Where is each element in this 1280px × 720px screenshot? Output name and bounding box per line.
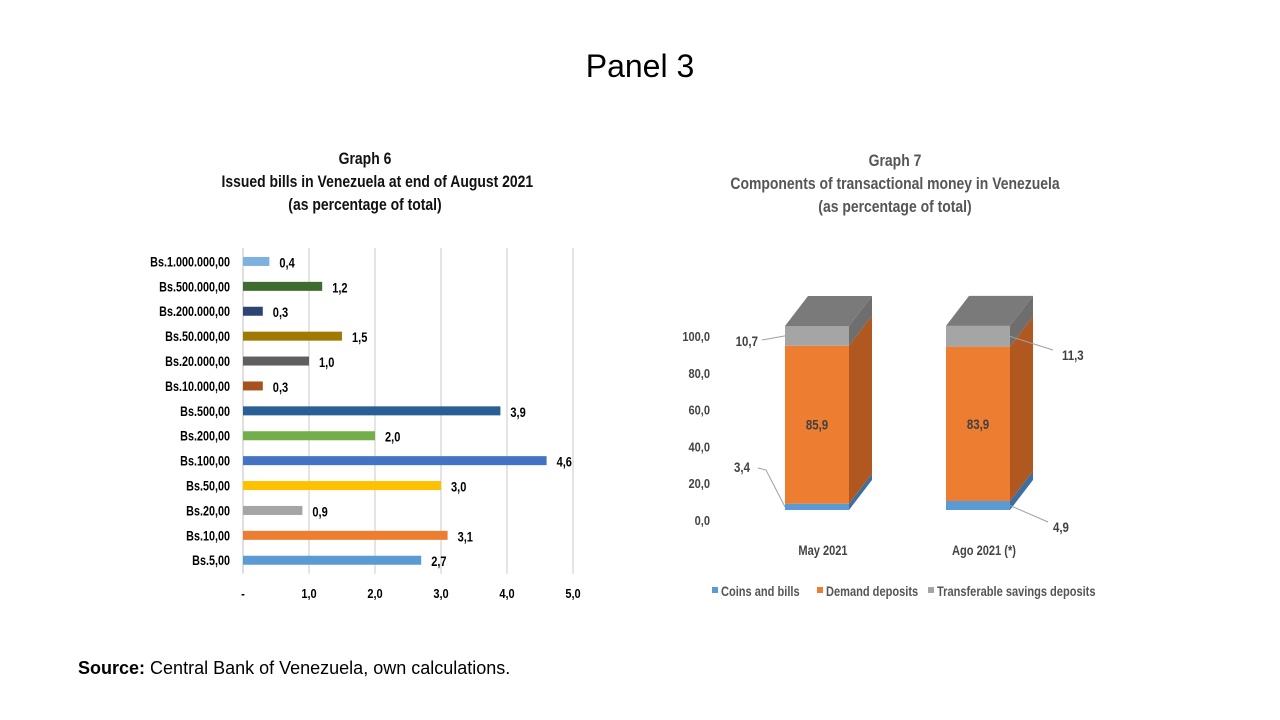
bar-segment-side [849,473,872,510]
category-label: Bs.5,00 [192,553,230,568]
data-label: 3,4 [734,460,750,475]
legend-swatch [817,587,823,593]
data-label: 2,7 [431,554,446,569]
graph7-title-line-3: (as percentage of total) [818,197,972,216]
bar-top-face [946,295,1033,326]
category-label: Bs.10.000,00 [165,379,230,394]
graph7-title-line-1: Graph 7 [868,151,922,170]
bar [243,306,263,316]
source-label: Source: [78,658,146,678]
bar [243,381,263,391]
data-label: 0,9 [312,504,327,519]
legend-swatch [712,587,718,593]
bar [243,481,441,491]
data-label: 0,3 [273,380,288,395]
legend-label: Demand deposits [826,584,918,599]
graph6-title: Graph 6 Issued bills in Venezuela at end… [221,147,534,216]
legend-swatch [928,587,934,593]
leader-line [1009,505,1049,523]
bar [243,406,501,416]
data-label: 83,9 [967,417,989,432]
bar-segment [946,325,1010,347]
category-label: Bs.200.000,00 [159,304,230,319]
data-label: 10,7 [736,334,758,349]
category-label: Ago 2021 (*) [952,543,1016,558]
source-text: Central Bank of Venezuela, own calculati… [150,658,511,678]
category-label: Bs.50,00 [186,478,230,493]
data-label: 4,6 [557,455,572,470]
x-tick-label: 5,0 [565,586,581,601]
bar [243,505,303,515]
bar-segment [946,346,1010,501]
data-label: 85,9 [806,418,828,433]
graph7-title-line-2: Components of transactional money in Ven… [730,174,1060,193]
category-label: Bs.1.000.000,00 [150,254,230,269]
x-tick-label: 1,0 [301,586,317,601]
bar-segment-side [1010,470,1033,510]
graph7-stacked-bar-chart: 0,0 20,0 40,0 60,0 80,0 100,0 85,9 May 2021 83,9… [682,295,1096,599]
bar [243,356,309,366]
bar-segment [785,326,849,346]
data-label: 2,0 [385,430,400,445]
bar [243,256,270,266]
y-tick-label: 0,0 [695,513,711,528]
graph6-title-line-1: Graph 6 [338,149,392,168]
leader-line [1009,335,1054,351]
category-label: Bs.50.000,00 [165,329,230,344]
bar [243,281,323,291]
leader-line [761,335,786,341]
data-label: 0,4 [279,255,294,270]
category-label: Bs.100,00 [180,454,230,469]
category-label: Bs.200,00 [180,429,230,444]
graph6-bar-chart: - 1,0 2,0 3,0 4,0 5,0 Bs.1.000.000,00 0,4 Bs.500… [150,248,581,601]
legend-label: Coins and bills [721,584,800,599]
y-tick-label: 20,0 [689,476,711,491]
data-label: 3,1 [458,529,473,544]
bar [243,555,422,565]
data-label: 0,3 [273,305,288,320]
category-label: Bs.10,00 [186,528,230,543]
leader-line [757,467,786,508]
graph6-title-line-3: (as percentage of total) [288,195,442,214]
x-tick-label: - [241,586,245,601]
bar-segment-side [1010,316,1033,501]
bar-segment [946,500,1010,510]
bar-top-face [785,296,872,326]
bar-segment [785,345,849,504]
bar [243,431,375,441]
x-tick-label: 4,0 [499,586,515,601]
data-label: 3,9 [510,405,525,420]
bar-segment-side [849,315,872,504]
data-label: 1,2 [332,280,347,295]
graph7-title: Graph 7 Components of transactional mone… [727,149,1063,218]
data-label: 11,3 [1062,348,1084,363]
data-label: 1,0 [319,355,334,370]
bar-segment-side [849,296,872,346]
bar [243,530,448,540]
category-label: Bs.500.000,00 [159,279,230,294]
y-tick-label: 40,0 [689,440,711,455]
data-label: 3,0 [451,480,466,495]
graph6-title-line-2: Issued bills in Venezuela at end of Augu… [221,172,534,191]
legend-label: Transferable savings deposits [937,584,1096,599]
source-note: Source: Central Bank of Venezuela, own c… [78,658,510,679]
category-label: Bs.20,00 [186,503,230,518]
bar [243,456,547,466]
page-title: Panel 3 [585,48,695,84]
x-tick-label: 2,0 [367,586,383,601]
data-label: 1,5 [352,330,367,345]
bar-segment-side [1010,295,1033,347]
category-label: May 2021 [798,543,847,558]
bar-segment [785,503,849,510]
category-label: Bs.20.000,00 [165,354,230,369]
y-tick-label: 80,0 [689,366,711,381]
bar [243,331,342,341]
y-tick-label: 60,0 [689,403,711,418]
data-label: 4,9 [1053,520,1069,535]
x-tick-label: 3,0 [433,586,449,601]
y-tick-label: 100,0 [682,329,710,344]
category-label: Bs.500,00 [180,404,230,419]
